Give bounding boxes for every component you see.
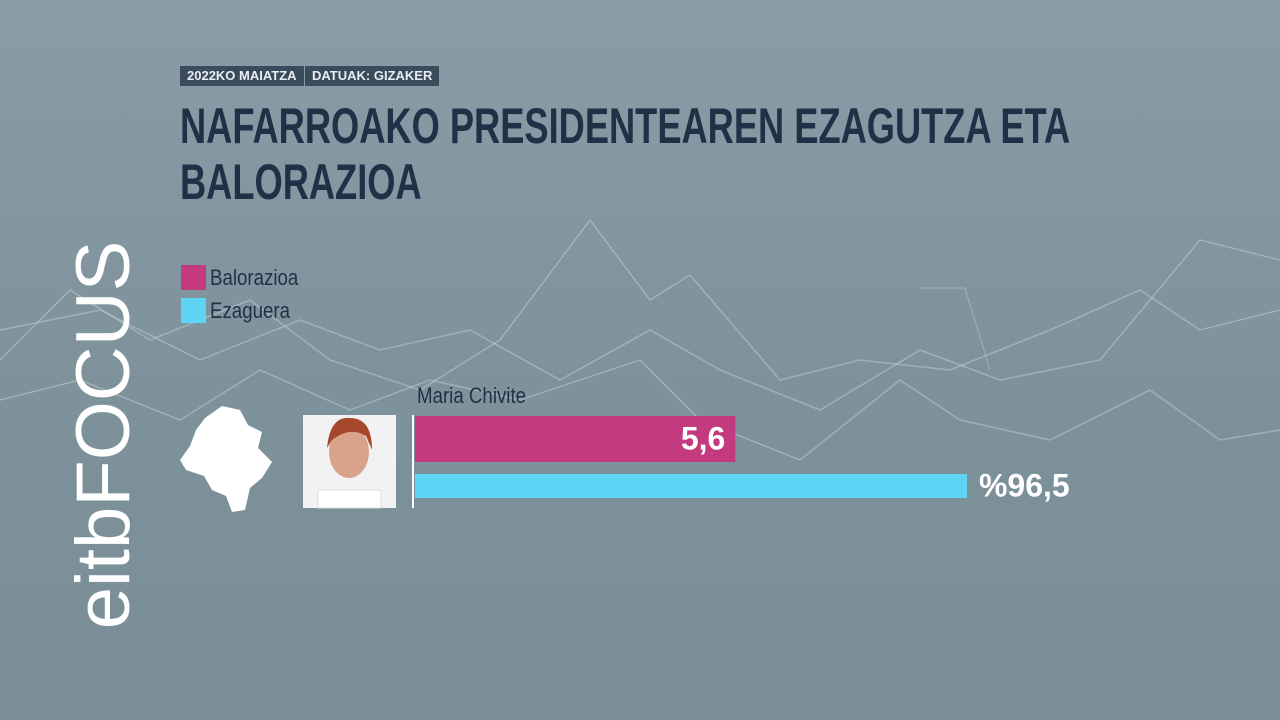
legend-label: Ezaguera [210,299,291,323]
legend-swatch [181,298,206,323]
value-label: %96,5 [979,467,1070,503]
source-tag: DATUAK: GIZAKER [305,66,440,86]
background-lines [0,218,1280,461]
bar [415,474,967,498]
legend-label: Balorazioa [210,266,299,290]
portrait [303,415,396,509]
date-tag: 2022KO MAIATZA [180,66,304,86]
logo: eitbFOCUS [61,241,146,630]
category-label: Maria Chivite [417,384,526,408]
bar [415,416,736,462]
chart-title: NAFARROAKO PRESIDENTEAREN EZAGUTZA ETA B… [180,98,1069,210]
navarra-map [180,406,272,512]
value-label: 5,6 [681,420,725,456]
legend-swatch [181,265,206,290]
